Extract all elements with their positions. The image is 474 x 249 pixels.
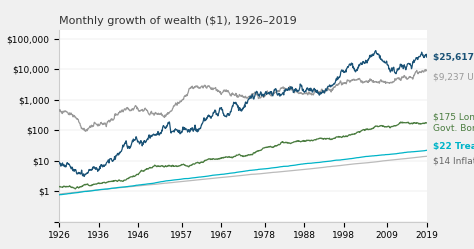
Text: $14 Inflation (CPI): $14 Inflation (CPI) xyxy=(433,157,474,166)
Text: $9,237 US Large Cap Index: $9,237 US Large Cap Index xyxy=(433,73,474,82)
Text: $175 Long-Term
Govt. Bonds Index: $175 Long-Term Govt. Bonds Index xyxy=(433,113,474,133)
Text: $25,617 US Small Cap Index: $25,617 US Small Cap Index xyxy=(433,53,474,62)
Text: Monthly growth of wealth ($1), 1926–2019: Monthly growth of wealth ($1), 1926–2019 xyxy=(59,16,297,26)
Text: $22 Treasury Bills: $22 Treasury Bills xyxy=(433,142,474,151)
